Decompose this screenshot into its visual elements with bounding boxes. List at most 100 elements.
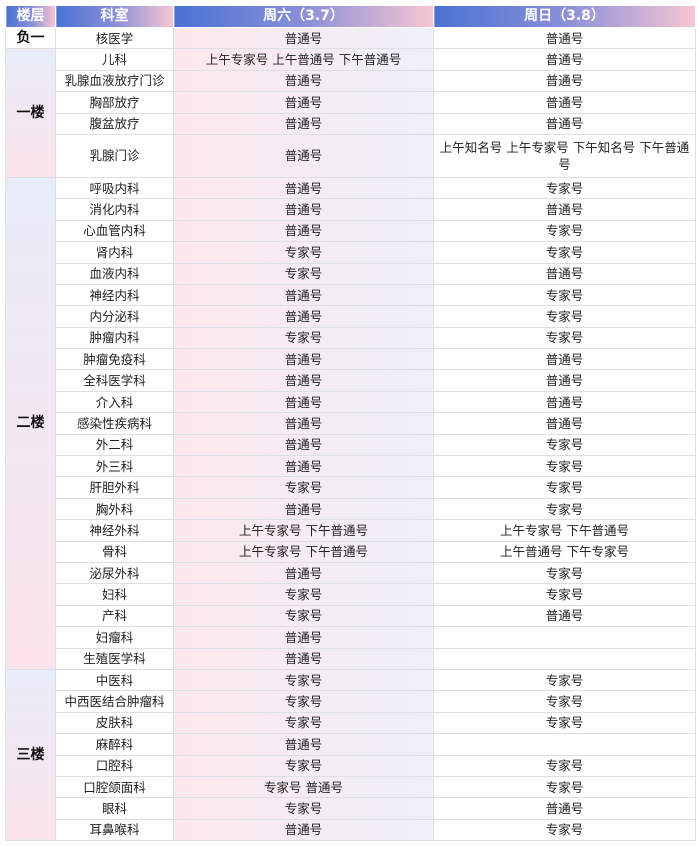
table-row: 神经内科 普通号 专家号 bbox=[6, 283, 696, 307]
sunday-slot: 普通号 bbox=[433, 604, 696, 628]
department-name: 乳腺血液放疗门诊 bbox=[55, 69, 174, 93]
saturday-slot: 普通号 bbox=[173, 219, 434, 243]
table-row: 肝胆外科 专家号 专家号 bbox=[6, 476, 696, 499]
saturday-slot: 普通号 bbox=[173, 647, 434, 670]
table-row: 妇瘤科 普通号 bbox=[6, 626, 696, 649]
saturday-slot: 专家号 bbox=[173, 583, 434, 606]
department-name: 内分泌科 bbox=[55, 305, 174, 328]
department-name: 胸部放疗 bbox=[55, 91, 174, 114]
sunday-slot: 普通号 bbox=[433, 48, 696, 71]
table-row: 外三科 普通号 专家号 bbox=[6, 455, 696, 478]
sunday-slot: 专家号 bbox=[433, 711, 696, 735]
table-row: 胸部放疗 普通号 普通号 bbox=[6, 91, 696, 114]
department-name: 麻醉科 bbox=[55, 733, 174, 756]
header-sunday: 周日（3.8） bbox=[433, 5, 696, 28]
table-row: 口腔颌面科 专家号 普通号 专家号 bbox=[6, 775, 696, 799]
saturday-slot: 上午专家号 下午普通号 bbox=[173, 519, 434, 542]
table-row: 肿瘤内科 专家号 专家号 bbox=[6, 326, 696, 350]
table-row: 神经外科 上午专家号 下午普通号 上午专家号 下午普通号 bbox=[6, 519, 696, 542]
sunday-slot: 专家号 bbox=[433, 433, 696, 457]
floor-label: 三楼 bbox=[5, 668, 56, 842]
department-name: 神经外科 bbox=[55, 519, 174, 542]
sunday-slot: 专家号 bbox=[433, 455, 696, 478]
saturday-slot: 普通号 bbox=[173, 412, 434, 435]
department-name: 产科 bbox=[55, 604, 174, 628]
department-name: 介入科 bbox=[55, 390, 174, 414]
table-row: 介入科 普通号 普通号 bbox=[6, 390, 696, 414]
sunday-slot: 普通号 bbox=[433, 262, 696, 285]
saturday-slot: 普通号 bbox=[173, 112, 434, 135]
saturday-slot: 普通号 bbox=[173, 69, 434, 93]
table-row: 三楼 中医科 专家号 专家号 bbox=[5, 668, 696, 842]
sunday-slot: 普通号 bbox=[433, 412, 696, 435]
department-name: 外三科 bbox=[55, 455, 174, 478]
table-row: 内分泌科 普通号 专家号 bbox=[6, 305, 696, 328]
department-name: 腹盆放疗 bbox=[55, 112, 174, 135]
sunday-slot: 专家号 bbox=[433, 283, 696, 307]
department-name: 消化内科 bbox=[55, 198, 174, 221]
table-row: 生殖医学科 普通号 bbox=[6, 647, 696, 670]
header-saturday: 周六（3.7） bbox=[173, 5, 434, 28]
department-name: 血液内科 bbox=[55, 262, 174, 285]
saturday-slot: 普通号 bbox=[173, 348, 434, 371]
department-name: 骨科 bbox=[55, 540, 174, 563]
department-name: 肿瘤免疫科 bbox=[55, 348, 174, 371]
table-row: 全科医学科 普通号 普通号 bbox=[6, 369, 696, 392]
sunday-slot: 专家号 bbox=[433, 305, 696, 328]
table-row: 负一 核医学 普通号 普通号 bbox=[5, 26, 696, 50]
table-row: 腹盆放疗 普通号 普通号 bbox=[6, 112, 696, 135]
department-name: 心血管内科 bbox=[55, 219, 174, 243]
table-row: 消化内科 普通号 普通号 bbox=[6, 198, 696, 221]
saturday-slot: 专家号 bbox=[173, 668, 434, 692]
table-row: 胸外科 普通号 专家号 bbox=[6, 497, 696, 521]
department-name: 中西医结合肿瘤科 bbox=[55, 690, 174, 713]
sunday-slot bbox=[433, 626, 696, 649]
header-dept: 科室 bbox=[55, 5, 174, 28]
department-name: 外二科 bbox=[55, 433, 174, 457]
sunday-slot: 普通号 bbox=[433, 369, 696, 392]
header-row: 楼层 科室 周六（3.7） 周日（3.8） bbox=[5, 5, 696, 28]
sunday-slot: 普通号 bbox=[433, 198, 696, 221]
department-name: 泌尿外科 bbox=[55, 561, 174, 585]
saturday-slot: 专家号 普通号 bbox=[173, 775, 434, 799]
department-name: 胸外科 bbox=[55, 497, 174, 521]
sunday-slot: 专家号 bbox=[433, 754, 696, 777]
table-row: 心血管内科 普通号 专家号 bbox=[6, 219, 696, 243]
sunday-slot: 普通号 bbox=[433, 69, 696, 93]
sunday-slot: 普通号 bbox=[433, 797, 696, 820]
saturday-slot: 专家号 bbox=[173, 711, 434, 735]
saturday-slot: 普通号 bbox=[173, 455, 434, 478]
department-name: 肝胆外科 bbox=[55, 476, 174, 499]
sunday-slot bbox=[433, 647, 696, 670]
department-name: 中医科 bbox=[55, 668, 174, 692]
table-row: 一楼 儿科 上午专家号 上午普通号 下午普通号 普通号 bbox=[5, 48, 696, 178]
saturday-slot: 普通号 bbox=[173, 133, 434, 178]
department-name: 耳鼻喉科 bbox=[55, 818, 174, 842]
table-row: 感染性疾病科 普通号 普通号 bbox=[6, 412, 696, 435]
sunday-slot: 专家号 bbox=[433, 690, 696, 713]
table-row: 外二科 普通号 专家号 bbox=[6, 433, 696, 457]
department-name: 全科医学科 bbox=[55, 369, 174, 392]
sunday-slot: 专家号 bbox=[433, 775, 696, 799]
table-row: 中西医结合肿瘤科 专家号 专家号 bbox=[6, 690, 696, 713]
saturday-slot: 专家号 bbox=[173, 326, 434, 350]
sunday-slot: 普通号 bbox=[433, 26, 696, 50]
department-name: 妇瘤科 bbox=[55, 626, 174, 649]
sunday-slot: 普通号 bbox=[433, 112, 696, 135]
floor-label: 一楼 bbox=[5, 48, 56, 178]
sunday-slot: 上午知名号 上午专家号 下午知名号 下午普通号 bbox=[433, 133, 696, 178]
department-name: 肾内科 bbox=[55, 241, 174, 264]
saturday-slot: 专家号 bbox=[173, 241, 434, 264]
department-name: 口腔科 bbox=[55, 754, 174, 777]
sunday-slot: 普通号 bbox=[433, 390, 696, 414]
floor-label: 二楼 bbox=[5, 176, 56, 670]
table-row: 耳鼻喉科 普通号 专家号 bbox=[6, 818, 696, 842]
department-name: 肿瘤内科 bbox=[55, 326, 174, 350]
table-row: 妇科 专家号 专家号 bbox=[6, 583, 696, 606]
saturday-slot: 普通号 bbox=[173, 198, 434, 221]
saturday-slot: 普通号 bbox=[173, 433, 434, 457]
sunday-slot: 普通号 bbox=[433, 91, 696, 114]
saturday-slot: 专家号 bbox=[173, 797, 434, 820]
table-row: 血液内科 专家号 普通号 bbox=[6, 262, 696, 285]
sunday-slot: 专家号 bbox=[433, 497, 696, 521]
